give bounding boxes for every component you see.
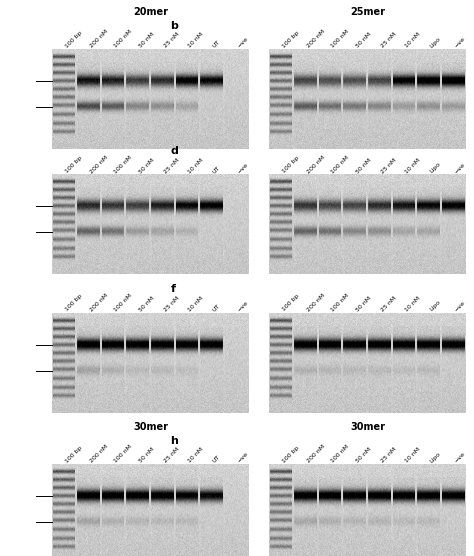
Text: 100 nM: 100 nM <box>330 29 350 49</box>
Text: 25 nM: 25 nM <box>380 157 397 174</box>
Text: 200 nM: 200 nM <box>306 29 326 49</box>
Text: 25 nM: 25 nM <box>163 295 180 312</box>
Text: 100 nM: 100 nM <box>114 155 133 174</box>
Text: −ve: −ve <box>454 162 466 174</box>
Text: 50 nM: 50 nM <box>355 295 372 312</box>
Text: 200 nM: 200 nM <box>89 155 109 174</box>
Text: 25mer: 25mer <box>350 7 385 17</box>
Text: 100 bp: 100 bp <box>64 156 83 174</box>
Text: 10 nM: 10 nM <box>187 157 204 174</box>
Text: 100 nM: 100 nM <box>114 444 133 464</box>
Text: −ve: −ve <box>454 36 466 49</box>
Text: 25 nM: 25 nM <box>380 32 397 49</box>
Text: h: h <box>171 436 178 446</box>
Text: 100 nM: 100 nM <box>114 29 133 49</box>
Text: 50 nM: 50 nM <box>138 157 155 174</box>
Text: 100 bp: 100 bp <box>281 30 300 49</box>
Text: 30mer: 30mer <box>133 421 168 431</box>
Text: −ve: −ve <box>237 36 249 49</box>
Text: 200 nM: 200 nM <box>89 444 109 464</box>
Text: Lipo: Lipo <box>429 300 442 312</box>
Text: 100 bp: 100 bp <box>64 445 83 464</box>
Text: 25 nM: 25 nM <box>163 446 180 464</box>
Text: 100 nM: 100 nM <box>114 292 133 312</box>
Text: 100 bp: 100 bp <box>281 156 300 174</box>
Text: 100 bp: 100 bp <box>281 294 300 312</box>
Text: f: f <box>171 285 175 295</box>
Text: −ve: −ve <box>237 300 249 312</box>
Text: b: b <box>171 21 178 31</box>
Text: Lipo: Lipo <box>429 36 442 49</box>
Text: d: d <box>171 146 178 156</box>
Text: −ve: −ve <box>237 162 249 174</box>
Text: 50 nM: 50 nM <box>355 157 372 174</box>
Text: 200 nM: 200 nM <box>89 29 109 49</box>
Text: 10 nM: 10 nM <box>187 446 204 464</box>
Text: 50 nM: 50 nM <box>138 295 155 312</box>
Text: UT: UT <box>212 165 221 174</box>
Text: UT: UT <box>212 303 221 312</box>
Text: 10 nM: 10 nM <box>404 295 421 312</box>
Text: 25 nM: 25 nM <box>380 446 397 464</box>
Text: 200 nM: 200 nM <box>306 155 326 174</box>
Text: 100 bp: 100 bp <box>64 294 83 312</box>
Text: 100 nM: 100 nM <box>330 444 350 464</box>
Text: 200 nM: 200 nM <box>89 292 109 312</box>
Text: Lipo: Lipo <box>429 161 442 174</box>
Text: UT: UT <box>212 454 221 464</box>
Text: 100 bp: 100 bp <box>64 30 83 49</box>
Text: 100 bp: 100 bp <box>281 445 300 464</box>
Text: 30mer: 30mer <box>350 421 385 431</box>
Text: 10 nM: 10 nM <box>404 157 421 174</box>
Text: 50 nM: 50 nM <box>355 32 372 49</box>
Text: 200 nM: 200 nM <box>306 444 326 464</box>
Text: −ve: −ve <box>454 300 466 312</box>
Text: Lipo: Lipo <box>429 451 442 464</box>
Text: −ve: −ve <box>454 451 466 464</box>
Text: 10 nM: 10 nM <box>187 295 204 312</box>
Text: 100 nM: 100 nM <box>330 292 350 312</box>
Text: 25 nM: 25 nM <box>163 157 180 174</box>
Text: 25 nM: 25 nM <box>380 295 397 312</box>
Text: 10 nM: 10 nM <box>404 446 421 464</box>
Text: 50 nM: 50 nM <box>355 446 372 464</box>
Text: 10 nM: 10 nM <box>187 32 204 49</box>
Text: 200 nM: 200 nM <box>306 292 326 312</box>
Text: UT: UT <box>212 39 221 49</box>
Text: 10 nM: 10 nM <box>404 32 421 49</box>
Text: 50 nM: 50 nM <box>138 32 155 49</box>
Text: 100 nM: 100 nM <box>330 155 350 174</box>
Text: 25 nM: 25 nM <box>163 32 180 49</box>
Text: 50 nM: 50 nM <box>138 446 155 464</box>
Text: 20mer: 20mer <box>133 7 168 17</box>
Text: −ve: −ve <box>237 451 249 464</box>
